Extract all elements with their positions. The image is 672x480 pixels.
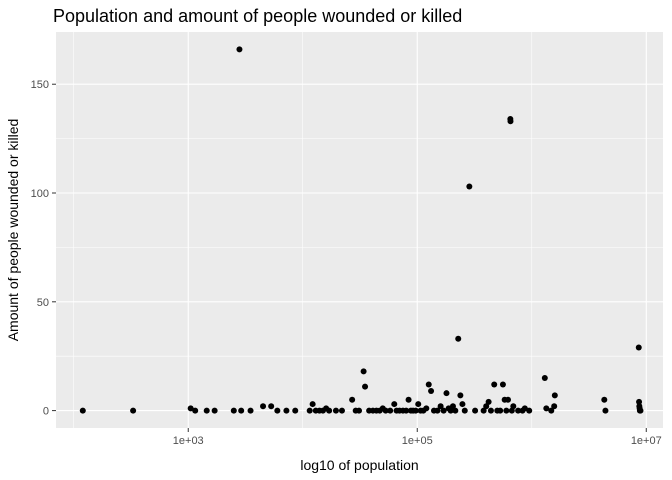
data-point (459, 401, 466, 408)
data-point (236, 46, 243, 53)
data-point (487, 407, 494, 414)
y-tick-label: 0 (43, 406, 49, 418)
x-axis-title: log10 of population (300, 457, 418, 473)
data-point (268, 403, 275, 410)
plot-panel (56, 32, 663, 428)
data-point (485, 398, 492, 405)
data-point (637, 407, 644, 414)
x-tick-label: 1e+07 (631, 435, 662, 447)
data-point (403, 407, 410, 414)
data-point (452, 407, 459, 414)
data-point (636, 398, 643, 405)
data-point (247, 407, 254, 414)
data-point (437, 403, 444, 410)
data-point (349, 396, 356, 403)
data-point (79, 407, 86, 414)
y-axis: 0 50 100 150 (31, 79, 56, 418)
data-point (362, 383, 369, 390)
x-axis: 1e+03 1e+05 1e+07 (173, 428, 662, 447)
data-point (391, 401, 398, 408)
data-point (360, 368, 367, 375)
data-point (187, 405, 194, 412)
data-point (338, 407, 345, 414)
data-point (497, 407, 504, 414)
data-point (507, 118, 514, 125)
data-point (510, 403, 517, 410)
data-point (440, 407, 447, 414)
data-point (443, 390, 450, 397)
x-tick-label: 1e+03 (173, 435, 204, 447)
data-point (601, 396, 608, 403)
data-point (415, 401, 422, 408)
data-points (79, 46, 644, 414)
y-tick-label: 50 (37, 297, 49, 309)
data-point (382, 407, 389, 414)
data-point (387, 407, 394, 414)
data-point (309, 401, 316, 408)
data-point (130, 407, 137, 414)
data-point (635, 344, 642, 351)
data-point (356, 407, 363, 414)
data-point (292, 407, 299, 414)
data-point (428, 388, 435, 395)
data-point (526, 407, 533, 414)
data-point (211, 407, 218, 414)
data-point (551, 392, 558, 399)
y-tick-label: 100 (31, 188, 49, 200)
data-point (480, 407, 487, 414)
data-point (504, 396, 511, 403)
data-point (192, 407, 199, 414)
data-point (461, 407, 468, 414)
data-point (306, 407, 313, 414)
data-point (260, 403, 267, 410)
data-point (434, 407, 441, 414)
data-point (503, 407, 510, 414)
data-point (541, 374, 548, 381)
data-point (551, 403, 558, 410)
x-tick-label: 1e+05 (402, 435, 433, 447)
data-point (230, 407, 237, 414)
y-tick-label: 150 (31, 79, 49, 91)
data-point (283, 407, 290, 414)
grid-lines (56, 32, 663, 428)
data-point (491, 381, 498, 388)
data-point (423, 405, 430, 412)
data-point (543, 405, 550, 412)
data-point (472, 407, 479, 414)
y-axis-title: Amount of people wounded or killed (5, 119, 21, 342)
data-point (203, 407, 210, 414)
data-point (499, 381, 506, 388)
data-point (425, 381, 432, 388)
data-point (466, 183, 473, 190)
data-point (548, 407, 555, 414)
data-point (457, 392, 464, 399)
data-point (274, 407, 281, 414)
data-point (326, 407, 333, 414)
data-point (405, 396, 412, 403)
data-point (238, 407, 245, 414)
data-point (602, 407, 609, 414)
data-point (332, 407, 339, 414)
data-point (455, 335, 462, 342)
data-point (412, 407, 419, 414)
chart-title: Population and amount of people wounded … (53, 6, 462, 26)
data-point (515, 407, 522, 414)
